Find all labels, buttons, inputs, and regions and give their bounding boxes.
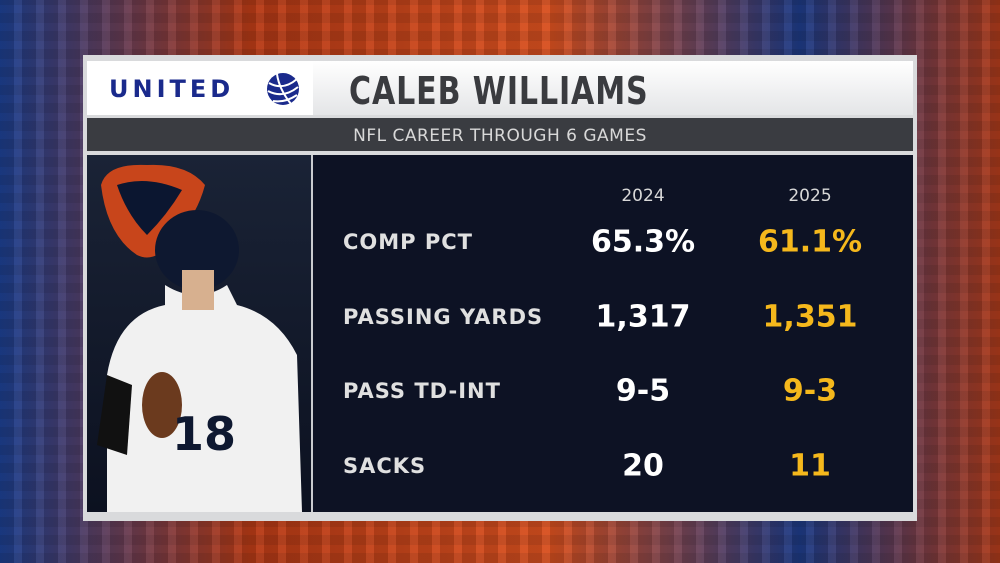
subtitle: NFL CAREER THROUGH 6 GAMES: [353, 126, 647, 146]
row-label: SACKS: [343, 454, 427, 478]
table-area: 18 2024 2025 COMP PCT 65.3% 61.1% PASSING Y…: [87, 155, 913, 512]
value-2024: 1,317: [595, 299, 691, 335]
subtitle-bar: NFL CAREER THROUGH 6 GAMES: [87, 118, 913, 151]
sponsor-name: UNITED: [109, 75, 235, 103]
row-label: PASS TD-INT: [343, 379, 501, 403]
sponsor-logo: UNITED: [87, 61, 313, 115]
header: UNITED CALEB WILLIAMS: [87, 61, 913, 115]
globe-icon: [265, 71, 301, 107]
stats-panel: UNITED CALEB WILLIAMS NFL CAREER THROUGH…: [83, 55, 917, 521]
row-label: COMP PCT: [343, 230, 473, 254]
row-label: PASSING YARDS: [343, 305, 544, 329]
player-name: CALEB WILLIAMS: [349, 69, 649, 113]
value-2024: 65.3%: [590, 224, 696, 260]
column-header: 2024: [621, 186, 665, 206]
value-2024: 20: [622, 448, 664, 484]
value-2025: 1,351: [762, 299, 858, 335]
divider: [311, 155, 313, 512]
value-2025: 61.1%: [757, 224, 863, 260]
svg-text:18: 18: [172, 407, 236, 461]
player-photo: 18: [87, 155, 311, 512]
value-2024: 9-5: [615, 373, 671, 409]
player-illustration: 18: [97, 164, 302, 512]
value-2025: 11: [789, 448, 831, 484]
column-header: 2025: [788, 186, 832, 206]
value-2025: 9-3: [782, 373, 838, 409]
